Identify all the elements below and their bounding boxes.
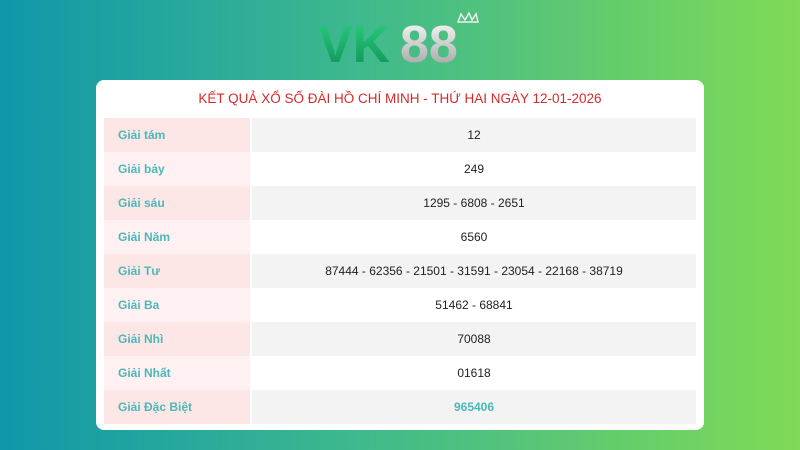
crown-icon	[456, 11, 479, 23]
table-row: Giải Ba 51462 - 68841	[104, 288, 696, 322]
table-row: Giải Tư 87444 - 62356 - 21501 - 31591 - 2…	[104, 254, 696, 288]
prize-value: 51462 - 68841	[252, 288, 696, 322]
results-card: KẾT QUẢ XỔ SỐ ĐÀI HỒ CHÍ MINH - THỨ HAI …	[96, 80, 704, 430]
prize-value: 12	[252, 118, 696, 152]
table-row: Giải tám 12	[104, 118, 696, 152]
svg-text:VK: VK	[318, 16, 391, 68]
special-prize-value: 965406	[252, 390, 696, 424]
prize-label: Giải Năm	[104, 220, 250, 254]
vk88-logo: VK 88	[318, 8, 488, 74]
results-title: KẾT QUẢ XỔ SỐ ĐÀI HỒ CHÍ MINH - THỨ HAI …	[198, 91, 602, 106]
table-row: Giải Đặc Biệt 965406	[104, 390, 696, 424]
prize-label: Giải tám	[104, 118, 250, 152]
prize-label: Giải Ba	[104, 288, 250, 322]
prize-value: 1295 - 6808 - 2651	[252, 186, 696, 220]
prize-value: 249	[252, 152, 696, 186]
svg-text:88: 88	[400, 16, 458, 68]
prize-value: 01618	[252, 356, 696, 390]
prize-label: Giải Nhất	[104, 356, 250, 390]
prize-value: 70088	[252, 322, 696, 356]
prize-label: Giải sáu	[104, 186, 250, 220]
prize-label: Giải bảy	[104, 152, 250, 186]
table-row: Giải sáu 1295 - 6808 - 2651	[104, 186, 696, 220]
table-row: Giải Nhất 01618	[104, 356, 696, 390]
table-row: Giải bảy 249	[104, 152, 696, 186]
prize-value: 87444 - 62356 - 21501 - 31591 - 23054 - …	[252, 254, 696, 288]
table-row: Giải Năm 6560	[104, 220, 696, 254]
prize-label: Giải Tư	[104, 254, 250, 288]
prize-label: Giải Đặc Biệt	[104, 390, 250, 424]
table-row: Giải Nhì 70088	[104, 322, 696, 356]
prize-value: 6560	[252, 220, 696, 254]
prize-label: Giải Nhì	[104, 322, 250, 356]
results-table: Giải tám 12 Giải bảy 249 Giải sáu 1295 - 68…	[104, 118, 696, 424]
